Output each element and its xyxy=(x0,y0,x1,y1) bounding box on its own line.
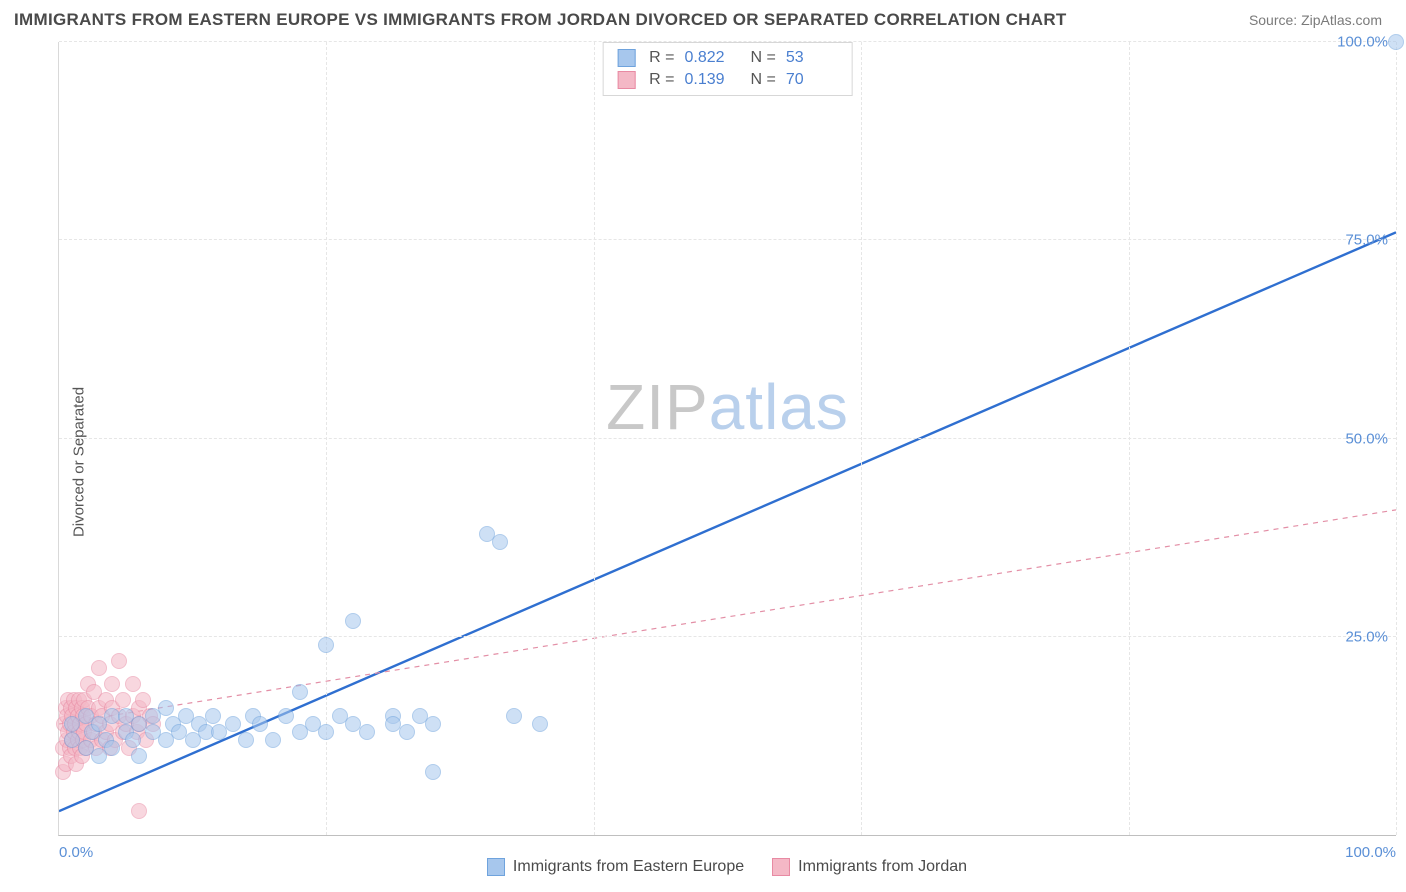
scatter-point xyxy=(265,732,281,748)
legend-stats-row: R = 0.139 N = 70 xyxy=(603,69,852,91)
scatter-point xyxy=(131,803,147,819)
gridline-horizontal xyxy=(59,636,1396,637)
scatter-point xyxy=(492,534,508,550)
gridline-vertical xyxy=(861,42,862,835)
scatter-point xyxy=(345,613,361,629)
scatter-point xyxy=(205,708,221,724)
scatter-point xyxy=(135,692,151,708)
gridline-horizontal xyxy=(59,438,1396,439)
scatter-point xyxy=(238,732,254,748)
r-label: R = xyxy=(649,49,674,67)
scatter-point xyxy=(359,724,375,740)
scatter-point xyxy=(252,716,268,732)
legend-stats: R = 0.822 N = 53 R = 0.139 N = 70 xyxy=(602,42,853,96)
scatter-point xyxy=(125,732,141,748)
scatter-point xyxy=(104,676,120,692)
n-value: 70 xyxy=(786,71,838,89)
source-attribution: Source: ZipAtlas.com xyxy=(1249,12,1382,28)
legend-item: Immigrants from Eastern Europe xyxy=(487,858,744,876)
gridline-vertical xyxy=(1396,42,1397,835)
legend-item: Immigrants from Jordan xyxy=(772,858,967,876)
watermark: ZIPatlas xyxy=(606,370,849,444)
series-swatch-icon xyxy=(772,858,790,876)
source-name: ZipAtlas.com xyxy=(1301,12,1382,28)
scatter-point xyxy=(318,724,334,740)
scatter-point xyxy=(399,724,415,740)
n-value: 53 xyxy=(786,49,838,67)
scatter-point xyxy=(532,716,548,732)
trend-line xyxy=(59,510,1396,724)
scatter-point xyxy=(104,740,120,756)
y-tick-label: 50.0% xyxy=(1345,430,1388,447)
legend-label: Immigrants from Jordan xyxy=(798,858,967,876)
series-swatch-icon xyxy=(617,49,635,67)
gridline-horizontal xyxy=(59,239,1396,240)
watermark-zip: ZIP xyxy=(606,371,709,443)
legend-series: Immigrants from Eastern Europe Immigrant… xyxy=(58,852,1396,882)
r-label: R = xyxy=(649,71,674,89)
n-label: N = xyxy=(751,71,776,89)
scatter-point xyxy=(125,676,141,692)
scatter-point xyxy=(91,660,107,676)
scatter-point xyxy=(131,748,147,764)
chart-container: Divorced or Separated ZIPatlas R = 0.822… xyxy=(14,42,1396,882)
y-tick-label: 100.0% xyxy=(1337,34,1388,51)
scatter-point xyxy=(225,716,241,732)
legend-stats-row: R = 0.822 N = 53 xyxy=(603,47,852,69)
source-label: Source: xyxy=(1249,12,1301,28)
scatter-point xyxy=(292,684,308,700)
scatter-point xyxy=(425,716,441,732)
scatter-point xyxy=(318,637,334,653)
scatter-point xyxy=(111,653,127,669)
scatter-point xyxy=(158,700,174,716)
legend-label: Immigrants from Eastern Europe xyxy=(513,858,744,876)
gridline-vertical xyxy=(594,42,595,835)
scatter-point xyxy=(425,764,441,780)
scatter-point xyxy=(115,692,131,708)
plot-area: ZIPatlas R = 0.822 N = 53 R = 0.139 N = … xyxy=(58,42,1396,836)
scatter-point xyxy=(1388,34,1404,50)
scatter-point xyxy=(278,708,294,724)
scatter-point xyxy=(506,708,522,724)
r-value: 0.139 xyxy=(685,71,737,89)
r-value: 0.822 xyxy=(685,49,737,67)
y-tick-label: 75.0% xyxy=(1345,232,1388,249)
series-swatch-icon xyxy=(617,71,635,89)
watermark-atlas: atlas xyxy=(709,371,849,443)
chart-title: IMMIGRANTS FROM EASTERN EUROPE VS IMMIGR… xyxy=(14,10,1067,30)
series-swatch-icon xyxy=(487,858,505,876)
gridline-vertical xyxy=(326,42,327,835)
gridline-vertical xyxy=(1129,42,1130,835)
n-label: N = xyxy=(751,49,776,67)
y-tick-label: 25.0% xyxy=(1345,628,1388,645)
